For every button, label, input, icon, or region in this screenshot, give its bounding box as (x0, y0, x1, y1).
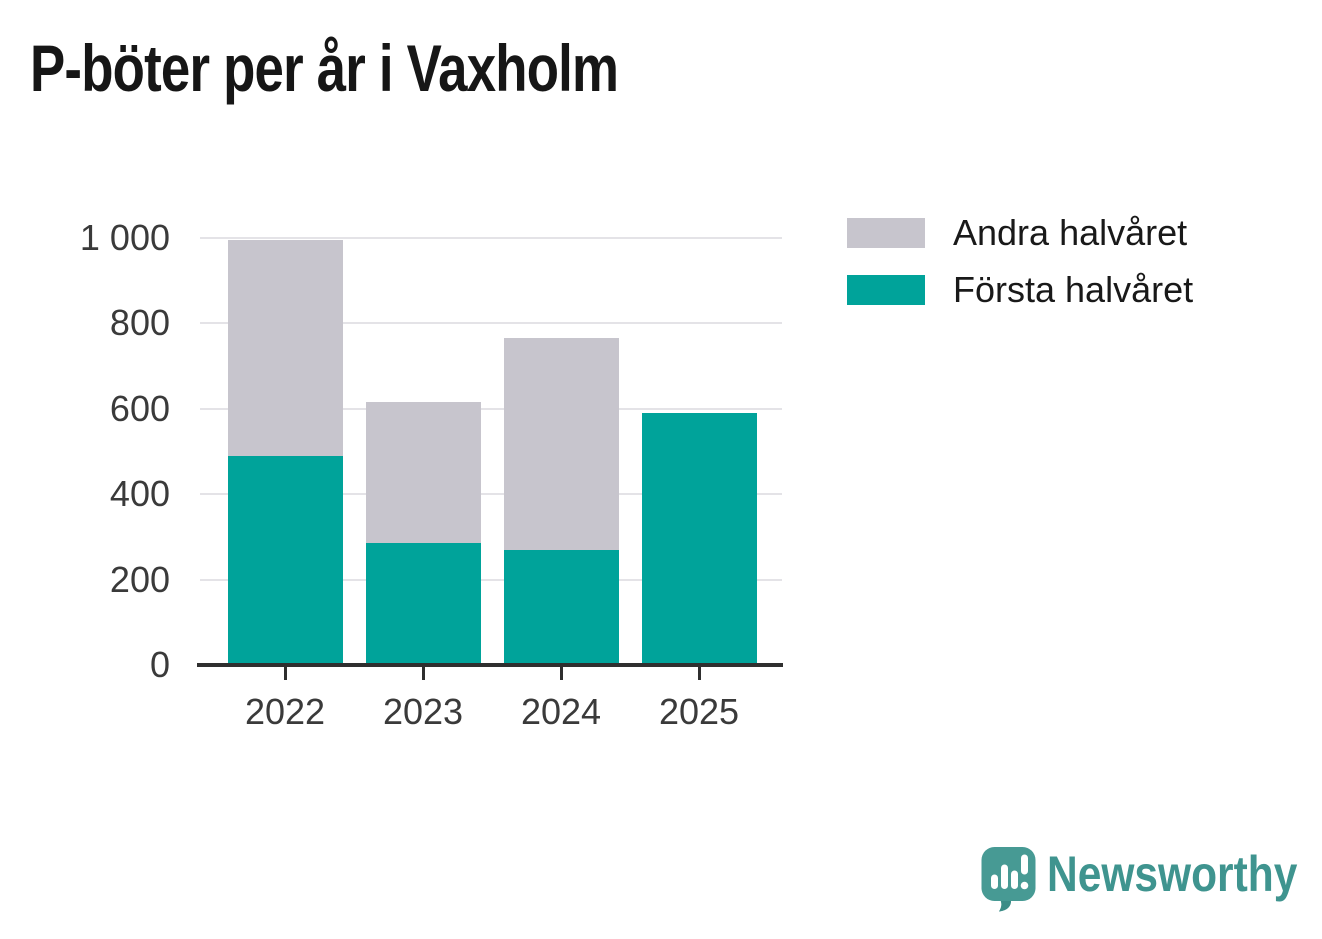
bar-2024-forsta-halvaret (503, 549, 619, 665)
x-axis-label-2025: 2025 (658, 691, 740, 732)
bar-2023-forsta-halvaret (365, 543, 481, 665)
gridline-400 (200, 493, 782, 496)
y-axis-label-200: 200 (109, 558, 170, 600)
x-axis-label-2022: 2022 (244, 691, 326, 732)
bar-2022-forsta-halvaret (227, 455, 343, 665)
legend-swatch (847, 275, 925, 305)
legend: Andra halvåret Första halvåret (847, 212, 1193, 332)
y-axis-label-800: 800 (109, 302, 170, 344)
bar-2025-forsta-halvaret (641, 413, 757, 665)
x-axis-tick-2022 (283, 667, 287, 680)
newsworthy-logo: Newsworthy (980, 846, 1322, 912)
bar-2022-andra-halvaret (227, 240, 343, 456)
x-axis-label-2023: 2023 (382, 691, 464, 732)
x-axis-tick-2024 (559, 667, 563, 680)
logo-bar-medium (1011, 870, 1018, 889)
y-axis-label-0: 0 (149, 644, 170, 685)
gridline-1000 (200, 237, 782, 239)
gridline-200 (200, 578, 782, 581)
legend-swatch (847, 218, 925, 248)
x-axis-tick-2023 (421, 667, 425, 680)
newsworthy-logo-text: Newsworthy (1047, 846, 1298, 902)
plot-area (200, 237, 782, 665)
legend-item-1: Första halvåret (847, 269, 1193, 310)
y-axis-label-1000: 1 000 (79, 217, 170, 258)
gridline-800 (200, 322, 782, 325)
legend-item-0: Andra halvåret (847, 212, 1193, 253)
logo-exclamation-bar (1021, 854, 1028, 875)
y-axis-label-600: 600 (109, 387, 170, 429)
newsworthy-logo-icon (981, 847, 1036, 912)
x-axis-label-2024: 2024 (520, 691, 602, 732)
logo-bar-short (991, 874, 998, 889)
gridline-600 (200, 407, 782, 410)
legend-label: Andra halvåret (953, 212, 1188, 253)
chart-title: P-böter per år i Vaxholm (30, 31, 619, 105)
logo-bar-tall (1001, 864, 1008, 889)
logo-exclamation-dot (1020, 881, 1029, 890)
logo-bubble-tail (999, 901, 1011, 912)
legend-label: Första halvåret (953, 269, 1194, 310)
x-axis-tick-2025 (697, 667, 701, 680)
bar-2024-andra-halvaret (503, 338, 619, 550)
y-axis-label-400: 400 (109, 473, 170, 515)
bar-2023-andra-halvaret (365, 402, 481, 544)
x-axis-line (197, 663, 783, 667)
